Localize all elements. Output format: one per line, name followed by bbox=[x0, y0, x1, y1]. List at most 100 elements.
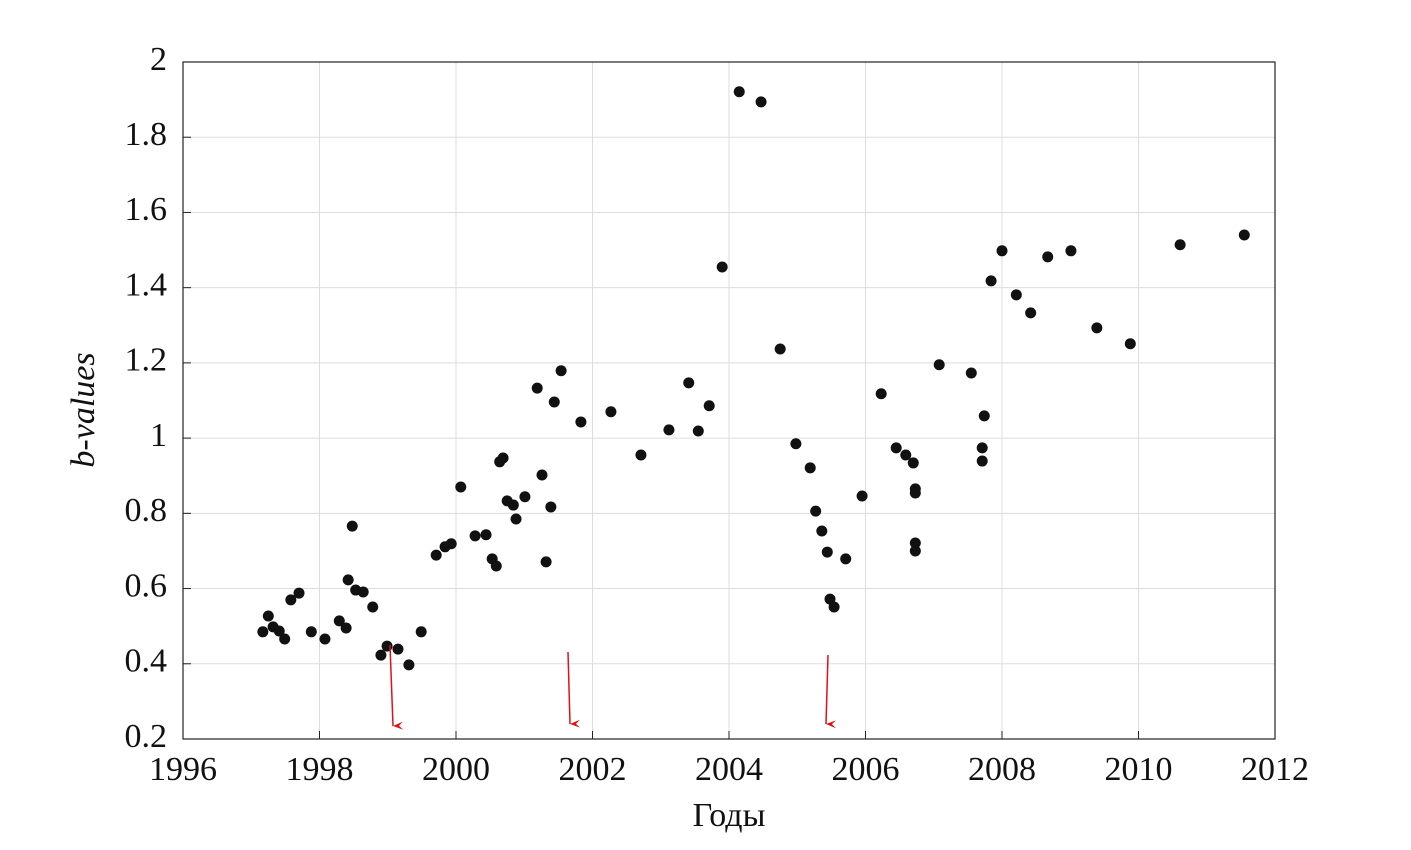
point bbox=[733, 86, 745, 98]
point bbox=[507, 499, 519, 511]
point bbox=[909, 487, 921, 499]
point bbox=[497, 452, 509, 464]
point bbox=[716, 261, 728, 273]
point bbox=[305, 626, 317, 638]
point bbox=[816, 525, 828, 537]
point bbox=[996, 245, 1008, 257]
point bbox=[555, 365, 567, 377]
point bbox=[342, 574, 354, 586]
point bbox=[333, 615, 345, 627]
point bbox=[1025, 307, 1037, 319]
point bbox=[375, 649, 387, 661]
point bbox=[976, 442, 988, 454]
point bbox=[367, 601, 379, 613]
x-tick-label: 2002 bbox=[559, 751, 627, 788]
x-tick-label: 2012 bbox=[1241, 751, 1309, 788]
point bbox=[536, 469, 548, 481]
point bbox=[909, 545, 921, 557]
point bbox=[480, 529, 492, 541]
point bbox=[755, 96, 767, 108]
point bbox=[279, 633, 291, 645]
y-axis-label: b-values bbox=[65, 352, 102, 467]
point bbox=[531, 382, 543, 394]
arrows bbox=[389, 644, 837, 730]
x-tick-label: 1996 bbox=[149, 751, 217, 788]
point bbox=[703, 400, 715, 412]
point bbox=[790, 438, 802, 450]
x-tick-label: 1998 bbox=[286, 751, 354, 788]
point bbox=[469, 530, 481, 542]
point bbox=[976, 455, 988, 467]
point bbox=[545, 501, 557, 513]
x-tick-label: 2010 bbox=[1105, 751, 1173, 788]
point bbox=[262, 610, 274, 622]
point bbox=[1065, 245, 1077, 257]
points bbox=[257, 86, 1250, 671]
arrow bbox=[389, 644, 404, 730]
point bbox=[774, 343, 786, 355]
point bbox=[430, 549, 442, 561]
point bbox=[985, 275, 997, 287]
point bbox=[875, 388, 887, 400]
grid bbox=[182, 61, 1276, 740]
plot-frame bbox=[182, 61, 1276, 740]
y-tick-label: 2 bbox=[150, 41, 167, 78]
point bbox=[519, 491, 531, 503]
point bbox=[415, 626, 427, 638]
point bbox=[900, 449, 912, 461]
point bbox=[810, 505, 822, 517]
x-tick-label: 2006 bbox=[832, 751, 900, 788]
point bbox=[1091, 322, 1103, 334]
point bbox=[965, 367, 977, 379]
point bbox=[346, 520, 358, 532]
y-tick-label: 0.8 bbox=[125, 492, 168, 529]
x-tick-label: 2000 bbox=[422, 751, 490, 788]
point bbox=[856, 490, 868, 502]
y-tick-label: 0.2 bbox=[125, 718, 168, 755]
point bbox=[510, 513, 522, 525]
point bbox=[540, 556, 552, 568]
point bbox=[285, 594, 297, 606]
arrow bbox=[825, 654, 837, 729]
x-tick-label: 2008 bbox=[968, 751, 1036, 788]
point bbox=[1124, 338, 1136, 350]
point bbox=[907, 457, 919, 469]
y-tick-label: 1.4 bbox=[125, 266, 168, 303]
y-tick-label: 1.6 bbox=[125, 191, 168, 228]
x-tick-label: 2004 bbox=[695, 751, 763, 788]
point bbox=[804, 462, 816, 474]
point bbox=[273, 625, 285, 637]
point bbox=[548, 396, 560, 408]
point bbox=[293, 587, 305, 599]
point bbox=[605, 406, 617, 418]
point bbox=[840, 553, 852, 565]
point bbox=[575, 416, 587, 428]
point bbox=[1238, 229, 1250, 241]
point bbox=[663, 424, 675, 436]
y-tick-label: 1 bbox=[150, 417, 167, 454]
point bbox=[357, 586, 369, 598]
point bbox=[445, 538, 457, 550]
point bbox=[392, 643, 404, 655]
point bbox=[821, 546, 833, 558]
y-tick-label: 1.2 bbox=[125, 342, 168, 379]
point bbox=[1010, 289, 1022, 301]
y-tick-label: 1.8 bbox=[125, 116, 168, 153]
point bbox=[978, 410, 990, 422]
point bbox=[683, 377, 695, 389]
y-tick-label: 0.4 bbox=[125, 643, 168, 680]
point bbox=[403, 659, 415, 671]
point bbox=[933, 359, 945, 371]
point bbox=[490, 560, 502, 572]
arrow bbox=[567, 651, 581, 728]
point bbox=[340, 622, 352, 634]
point bbox=[828, 601, 840, 613]
point bbox=[257, 626, 269, 638]
point bbox=[319, 633, 331, 645]
point bbox=[635, 449, 647, 461]
y-tick-label: 0.6 bbox=[125, 567, 168, 604]
x-axis-label: Годы bbox=[693, 797, 766, 834]
point bbox=[1174, 239, 1186, 251]
point bbox=[1042, 251, 1054, 263]
